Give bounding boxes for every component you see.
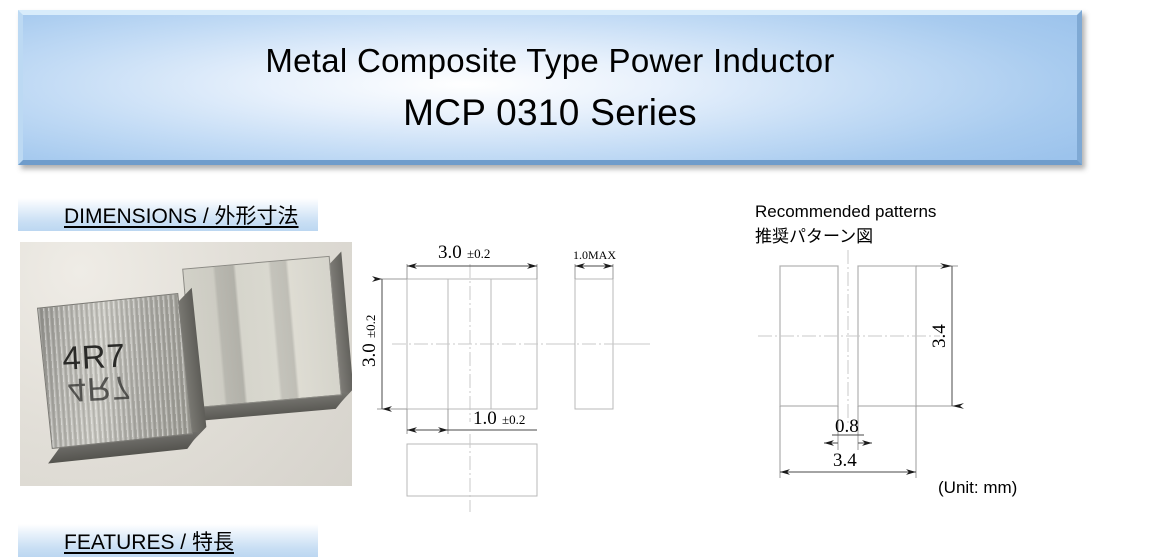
product-title-line1: Metal Composite Type Power Inductor <box>265 41 835 79</box>
chip-marking-reflection: 4R7 <box>66 369 133 410</box>
dim-bottom-width-tolerance: ±0.2 <box>502 412 525 427</box>
dimension-drawing: 3.0 ±0.2 3.0 ±0.2 1.0 ±0.2 1.0MAX <box>360 242 650 512</box>
dim-pad-gap: 0.8 <box>835 416 859 437</box>
section-header-dimensions-label: DIMENSIONS / 外形寸法 <box>64 204 299 228</box>
dim-bottom-width: 1.0 <box>473 408 497 429</box>
section-header-dimensions: DIMENSIONS / 外形寸法 <box>18 198 318 231</box>
pattern-drawing: 3.4 0.8 3.4 <box>758 250 964 478</box>
title-banner: Metal Composite Type Power Inductor MCP … <box>18 10 1082 165</box>
dim-top-width-tolerance: ±0.2 <box>467 246 490 261</box>
unit-note: (Unit: mm) <box>938 478 1018 497</box>
section-header-features: FEATURES / 特長 <box>18 524 318 557</box>
section-header-features-label: FEATURES / 特長 <box>64 530 234 554</box>
dim-side-thickness: 1.0MAX <box>573 248 616 262</box>
product-photo: 4R7 4R7 <box>20 242 352 486</box>
inductor-chip-unmarked <box>182 251 352 422</box>
pattern-title-en: Recommended patterns <box>755 202 937 221</box>
inductor-chip-marked: 4R7 4R7 <box>36 287 207 464</box>
pattern-title-jp: 推奨パターン図 <box>755 226 874 246</box>
chip-top-face <box>182 255 342 409</box>
dim-total-width: 3.4 <box>833 450 857 471</box>
dim-left-height-tolerance: ±0.2 <box>363 315 378 338</box>
dim-left-height: 3.0 <box>360 343 380 367</box>
pattern-drawing-title: Recommended patterns 推奨パターン図 <box>755 200 1055 249</box>
dim-pad-height: 3.4 <box>929 324 950 348</box>
dim-top-width: 3.0 <box>438 242 462 263</box>
product-title-line2: MCP 0310 Series <box>403 91 697 133</box>
